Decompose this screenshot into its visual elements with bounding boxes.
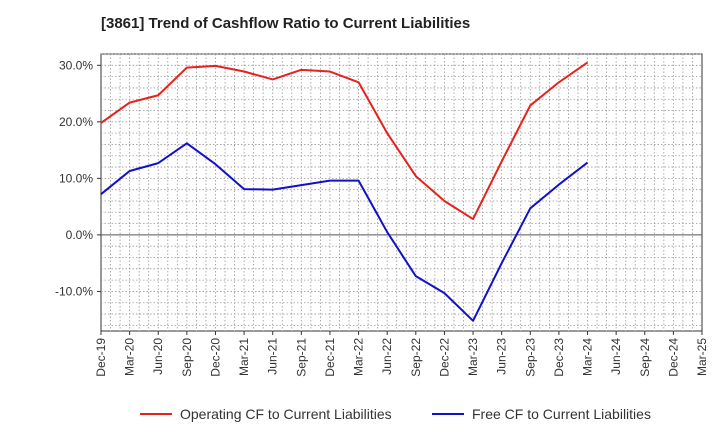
legend-label: Free CF to Current Liabilities bbox=[472, 406, 651, 422]
x-tick-label: Sep-22 bbox=[409, 338, 423, 377]
x-tick-label: Sep-20 bbox=[180, 338, 194, 377]
y-tick-label: 20.0% bbox=[59, 115, 93, 129]
x-tick-label: Mar-24 bbox=[581, 338, 595, 376]
x-tick-label: Sep-21 bbox=[294, 338, 308, 377]
x-tick-label: Mar-22 bbox=[352, 338, 366, 376]
x-tick-label: Mar-20 bbox=[123, 338, 137, 376]
x-tick-label: Dec-22 bbox=[437, 338, 451, 377]
x-tick-label: Jun-20 bbox=[151, 338, 165, 375]
y-tick-label: -10.0% bbox=[55, 284, 93, 298]
x-tick-label: Dec-24 bbox=[666, 338, 680, 377]
x-tick-label: Dec-20 bbox=[208, 338, 222, 377]
x-tick-label: Dec-21 bbox=[323, 338, 337, 377]
series-line-operating-cf bbox=[100, 61, 589, 221]
x-tick-label: Mar-21 bbox=[237, 338, 251, 376]
plot-area bbox=[100, 53, 703, 332]
series-line-free-cf bbox=[100, 142, 589, 322]
x-tick-label: Mar-25 bbox=[695, 338, 709, 376]
legend-label: Operating CF to Current Liabilities bbox=[180, 406, 392, 422]
x-tick-label: Sep-24 bbox=[638, 338, 652, 377]
x-tick-label: Jun-22 bbox=[380, 338, 394, 375]
chart-title: [3861] Trend of Cashflow Ratio to Curren… bbox=[101, 15, 471, 32]
y-tick-label: 10.0% bbox=[59, 171, 93, 185]
x-tick-label: Dec-19 bbox=[94, 338, 108, 377]
x-tick-label: Jun-24 bbox=[609, 338, 623, 375]
x-tick-label: Jun-21 bbox=[266, 338, 280, 375]
x-tick-label: Mar-23 bbox=[466, 338, 480, 376]
x-tick-label: Dec-23 bbox=[552, 338, 566, 377]
x-tick-label: Sep-23 bbox=[523, 338, 537, 377]
y-tick-label: 30.0% bbox=[59, 58, 93, 72]
x-tick-label: Jun-23 bbox=[495, 338, 509, 375]
y-tick-label: 0.0% bbox=[66, 228, 94, 242]
